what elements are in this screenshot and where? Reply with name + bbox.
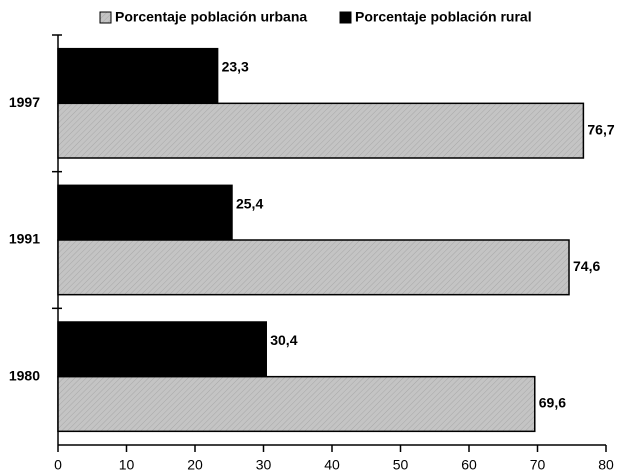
legend-swatch — [339, 11, 352, 24]
bar — [57, 239, 570, 296]
x-tick-label: 70 — [530, 457, 546, 473]
x-tick-label: 0 — [54, 457, 62, 473]
bar — [57, 102, 585, 159]
y-tick-label: 1991 — [9, 231, 40, 247]
legend-swatch — [99, 11, 112, 24]
x-tick-label: 60 — [461, 457, 477, 473]
value-label: 76,7 — [587, 121, 614, 137]
value-label: 25,4 — [236, 195, 263, 211]
bar — [57, 321, 267, 378]
bar — [57, 47, 219, 105]
legend-label: Porcentaje población rural — [355, 9, 532, 25]
x-tick-label: 50 — [393, 457, 409, 473]
y-tick-label: 1997 — [9, 94, 40, 110]
x-tick-label: 10 — [119, 457, 135, 473]
x-tick-label: 20 — [187, 457, 203, 473]
value-label: 74,6 — [573, 258, 600, 274]
value-label: 23,3 — [222, 59, 249, 75]
y-tick-label: 1980 — [9, 367, 40, 383]
x-tick-label: 80 — [598, 457, 614, 473]
x-tick-label: 40 — [324, 457, 340, 473]
legend-label: Porcentaje población urbana — [115, 9, 307, 25]
bar — [57, 184, 233, 241]
value-label: 30,4 — [270, 332, 297, 348]
value-label: 69,6 — [539, 395, 566, 411]
bar — [57, 375, 536, 433]
x-tick-label: 30 — [256, 457, 272, 473]
